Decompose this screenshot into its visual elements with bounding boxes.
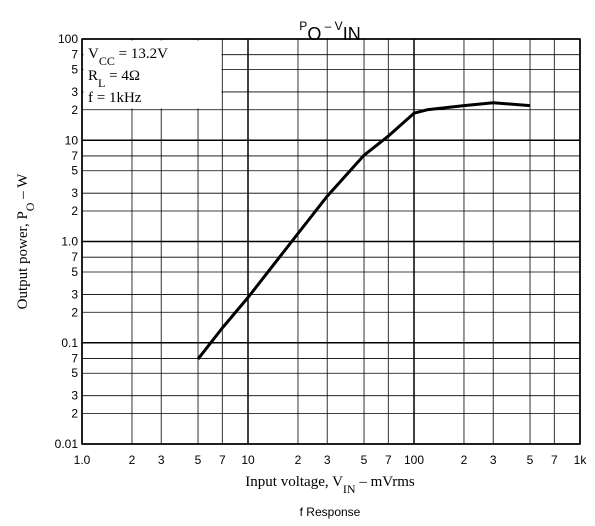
- y-tick-label: 7: [71, 250, 78, 264]
- y-tick-label: 2: [71, 305, 78, 319]
- text-part: P: [299, 19, 307, 33]
- text-part: Output power, P: [15, 211, 31, 309]
- y-tick-label: 0.01: [55, 437, 79, 451]
- annotation-box: [83, 40, 222, 109]
- x-tick-label: 2: [461, 453, 468, 467]
- x-tick-label: 7: [219, 453, 226, 467]
- x-tick-label: 5: [195, 453, 202, 467]
- text-part: – V: [321, 19, 342, 33]
- y-tick-label: 2: [71, 103, 78, 117]
- text-part: IN: [343, 24, 361, 44]
- text-part: = 13.2V: [115, 46, 168, 62]
- text-part: O: [307, 24, 321, 44]
- x-tick-label: 7: [385, 453, 392, 467]
- text-part: f = 1kHz: [88, 90, 142, 106]
- x-tick-label: 1k: [574, 453, 588, 467]
- y-tick-label: 7: [71, 351, 78, 365]
- text-part: O: [23, 202, 37, 211]
- y-tick-label: 7: [71, 48, 78, 62]
- y-tick-label: 2: [71, 407, 78, 421]
- x-tick-label: 3: [158, 453, 165, 467]
- data-line: [196, 101, 531, 361]
- footer: f Response: [300, 505, 361, 519]
- x-tick-label: 5: [527, 453, 534, 467]
- x-tick-label: 2: [295, 453, 302, 467]
- y-tick-label: 3: [71, 85, 78, 99]
- y-tick-label: 5: [71, 265, 78, 279]
- y-tick-label: 10: [65, 133, 79, 147]
- x-tick-label: 7: [551, 453, 558, 467]
- x-tick-label: 3: [490, 453, 497, 467]
- y-tick-label: 5: [71, 164, 78, 178]
- x-tick-label: 3: [324, 453, 331, 467]
- text-part: V: [88, 46, 99, 62]
- y-tick-label: 3: [71, 186, 78, 200]
- x-tick-label: 2: [129, 453, 136, 467]
- x-tick-label: 100: [404, 453, 424, 467]
- text-part: L: [98, 76, 105, 90]
- y-tick-label: 100: [58, 32, 78, 46]
- x-tick-label: 1.0: [74, 453, 91, 467]
- annotation: VCC = 13.2V: [88, 46, 168, 68]
- text-part: CC: [99, 54, 115, 68]
- text-part: IN: [343, 482, 356, 496]
- annotation: f = 1kHz: [88, 90, 142, 106]
- text-part: – W: [15, 173, 31, 203]
- x-tick-label: 10: [241, 453, 255, 467]
- chart-title: PO – VIN: [299, 19, 360, 44]
- y-tick-label: 3: [71, 287, 78, 301]
- text-part: Input voltage, V: [245, 474, 343, 490]
- x-axis-label: Input voltage, VIN – mVrms: [245, 474, 415, 496]
- text-part: R: [88, 68, 98, 84]
- annotation: RL = 4Ω: [88, 68, 140, 90]
- text-part: = 4Ω: [105, 68, 140, 84]
- y-axis-label: Output power, PO – W: [15, 173, 37, 310]
- y-tick-label: 0.1: [61, 336, 78, 350]
- y-tick-label: 3: [71, 389, 78, 403]
- y-tick-label: 5: [71, 366, 78, 380]
- y-tick-label: 1.0: [61, 235, 78, 249]
- y-tick-label: 7: [71, 149, 78, 163]
- x-tick-label: 5: [361, 453, 368, 467]
- y-tick-label: 5: [71, 62, 78, 76]
- y-tick-label: 2: [71, 204, 78, 218]
- text-part: – mVrms: [356, 474, 415, 490]
